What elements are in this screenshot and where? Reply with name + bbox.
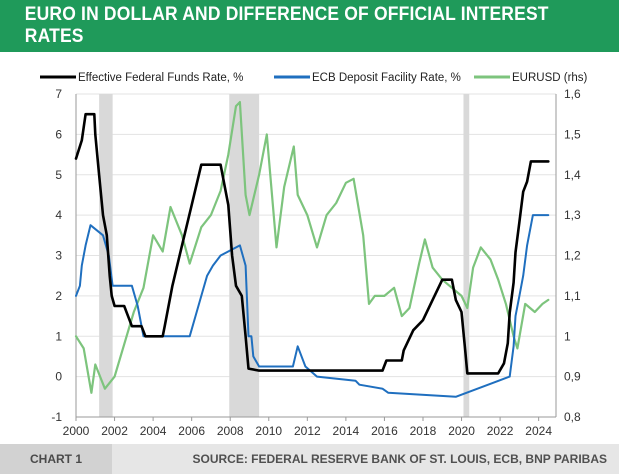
- x-tick-label-2: 2004: [140, 424, 167, 438]
- y-tick-label-left-1: 0: [55, 370, 62, 384]
- y-tick-label-right-2: 1: [564, 329, 571, 343]
- fed-funds-line: [74, 112, 550, 375]
- chart-title: EURO IN DOLLAR AND DIFFERENCE OF OFFICIA…: [24, 4, 549, 47]
- y-tick-label-left-6: 5: [55, 168, 62, 182]
- x-tick-label-1: 2002: [101, 424, 128, 438]
- y-tick-label-right-3: 1,1: [564, 289, 581, 303]
- x-tick-label-4: 2008: [217, 424, 244, 438]
- y-tick-label-left-7: 6: [55, 127, 62, 141]
- y-tick-label-left-4: 3: [55, 249, 62, 263]
- y-tick-label-right-5: 1,3: [564, 208, 581, 222]
- x-tick-label-5: 2010: [255, 424, 282, 438]
- chart-area: -1 0 1 2 3 4 5 6 7 0,8 0,9 1 1,1 1,2 1,3 1,4 1,5 1,6 2000 2…: [0, 58, 619, 442]
- x-tick-label-3: 2006: [178, 424, 205, 438]
- chart-footer: CHART 1 SOURCE: FEDERAL RESERVE BANK OF …: [0, 444, 619, 474]
- y-tick-label-left-5: 4: [55, 208, 62, 222]
- y-tick-label-left-0: -1: [51, 410, 62, 424]
- source-note: SOURCE: FEDERAL RESERVE BANK OF ST. LOUI…: [192, 452, 608, 466]
- x-tick-label-12: 2024: [525, 424, 552, 438]
- chart-svg: -1 0 1 2 3 4 5 6 7 0,8 0,9 1 1,1 1,2 1,3 1,4 1,5 1,6 2000 2…: [40, 72, 588, 438]
- chart-header: EURO IN DOLLAR AND DIFFERENCE OF OFFICIA…: [0, 0, 619, 52]
- y-tick-label-right-4: 1,2: [564, 249, 581, 263]
- ecb-deposit-line: [75, 214, 550, 398]
- eurusd-line: [74, 101, 550, 394]
- x-tick-label-6: 2012: [294, 424, 321, 438]
- y-tick-label-left-8: 7: [55, 87, 62, 101]
- legend-fed-label: Effective Federal Funds Rate, %: [78, 72, 243, 84]
- legend-ecb-label: ECB Deposit Facility Rate, %: [312, 72, 461, 84]
- x-tick-label-10: 2020: [448, 424, 475, 438]
- x-tick-label-8: 2016: [371, 424, 398, 438]
- recession-band-0: [99, 94, 113, 417]
- x-tick-label-0: 2000: [63, 424, 90, 438]
- chart-number-label: CHART 1: [0, 444, 112, 474]
- recession-band-2: [463, 94, 470, 417]
- x-tick-label-11: 2022: [487, 424, 514, 438]
- y-tick-label-right-0: 0,8: [564, 410, 581, 424]
- y-tick-label-left-3: 2: [55, 289, 62, 303]
- y-tick-label-right-1: 0,9: [564, 370, 581, 384]
- x-tick-label-7: 2014: [333, 424, 360, 438]
- legend-eurusd-label: EURUSD (rhs): [512, 72, 588, 84]
- recession-band-1: [229, 94, 260, 417]
- y-tick-label-right-8: 1,6: [564, 87, 581, 101]
- y-tick-label-right-6: 1,4: [564, 168, 581, 182]
- x-tick-label-9: 2018: [410, 424, 437, 438]
- y-tick-label-right-7: 1,5: [564, 127, 581, 141]
- y-tick-label-left-2: 1: [55, 329, 62, 343]
